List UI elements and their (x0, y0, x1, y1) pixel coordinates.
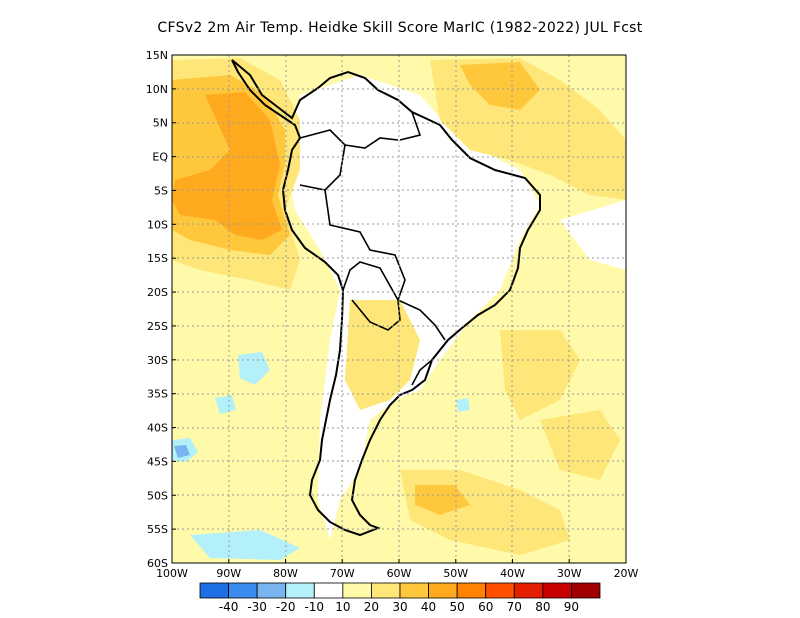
lat-tick-label: 25S (147, 320, 168, 333)
colorbar-label: 10 (335, 600, 350, 614)
colorbar-swatch (399, 582, 429, 599)
colorbar-label: -20 (276, 600, 296, 614)
colorbar-swatch (228, 582, 258, 599)
lat-tick-label: 55S (147, 523, 168, 536)
lon-tick-label: 100W (156, 567, 188, 580)
colorbar-label: -10 (304, 600, 324, 614)
colorbar-swatch (513, 582, 544, 599)
colorbar-swatch (256, 582, 287, 599)
colorbar-swatch (313, 582, 344, 599)
colorbar-swatch (542, 582, 572, 599)
colorbar-swatch (428, 582, 458, 599)
lat-tick-label: 20S (147, 286, 168, 299)
colorbar-label: 70 (507, 600, 522, 614)
colorbar-label: 50 (450, 600, 465, 614)
colorbar-label: 30 (392, 600, 407, 614)
colorbar-label: -30 (247, 600, 267, 614)
lon-tick-label: 70W (330, 567, 355, 580)
lat-tick-label: 5N (153, 117, 168, 130)
coastline (231, 59, 541, 537)
lon-tick-label: 40W (500, 567, 525, 580)
colorbar-label: 40 (421, 600, 436, 614)
lat-tick-label: EQ (152, 151, 168, 164)
lat-tick-label: 45S (147, 455, 168, 468)
colorbar-swatch (371, 582, 401, 599)
colorbar-swatch (342, 582, 372, 599)
lon-tick-label: 20W (614, 567, 639, 580)
colorbar-label: -40 (219, 600, 239, 614)
lon-tick-label: 50W (443, 567, 468, 580)
colorbar-swatch (456, 582, 487, 599)
lon-tick-label: 90W (216, 567, 241, 580)
lon-tick-label: 60W (387, 567, 412, 580)
colorbar-swatch (571, 582, 601, 599)
colorbar-swatch (199, 582, 229, 599)
lat-tick-label: 50S (147, 489, 168, 502)
lat-tick-label: 5S (154, 184, 168, 197)
lat-tick-label: 35S (147, 388, 168, 401)
lon-tick-label: 30W (557, 567, 582, 580)
lat-tick-label: 40S (147, 422, 168, 435)
colorbar: -40 -30 -20 -10 10 20 30 40 50 60 70 80 90 (199, 582, 601, 614)
lat-tick-label: 15N (146, 49, 168, 62)
colorbar-swatch (485, 582, 515, 599)
lat-tick-label: 10N (146, 83, 168, 96)
lat-tick-label: 15S (147, 252, 168, 265)
lat-tick-label: 60S (147, 557, 168, 570)
lon-tick-label: 80W (273, 567, 298, 580)
lat-tick-label: 30S (147, 354, 168, 367)
chart-title: CFSv2 2m Air Temp. Heidke Skill Score Ma… (157, 20, 643, 36)
graticule (172, 55, 626, 563)
colorbar-label: 80 (535, 600, 550, 614)
colorbar-label: 90 (564, 600, 579, 614)
longitude-axis: 100W 90W 80W 70W 60W 50W 40W 30W 20W (156, 559, 639, 580)
colorbar-label: 60 (478, 600, 493, 614)
lat-tick-label: 10S (147, 218, 168, 231)
latitude-axis: 15N 10N 5N EQ 5S 10S 15S 20S 25S 30S 35S 40S 45S 50S 5… (146, 49, 176, 570)
colorbar-swatch (285, 582, 315, 599)
colorbar-label: 20 (364, 600, 379, 614)
